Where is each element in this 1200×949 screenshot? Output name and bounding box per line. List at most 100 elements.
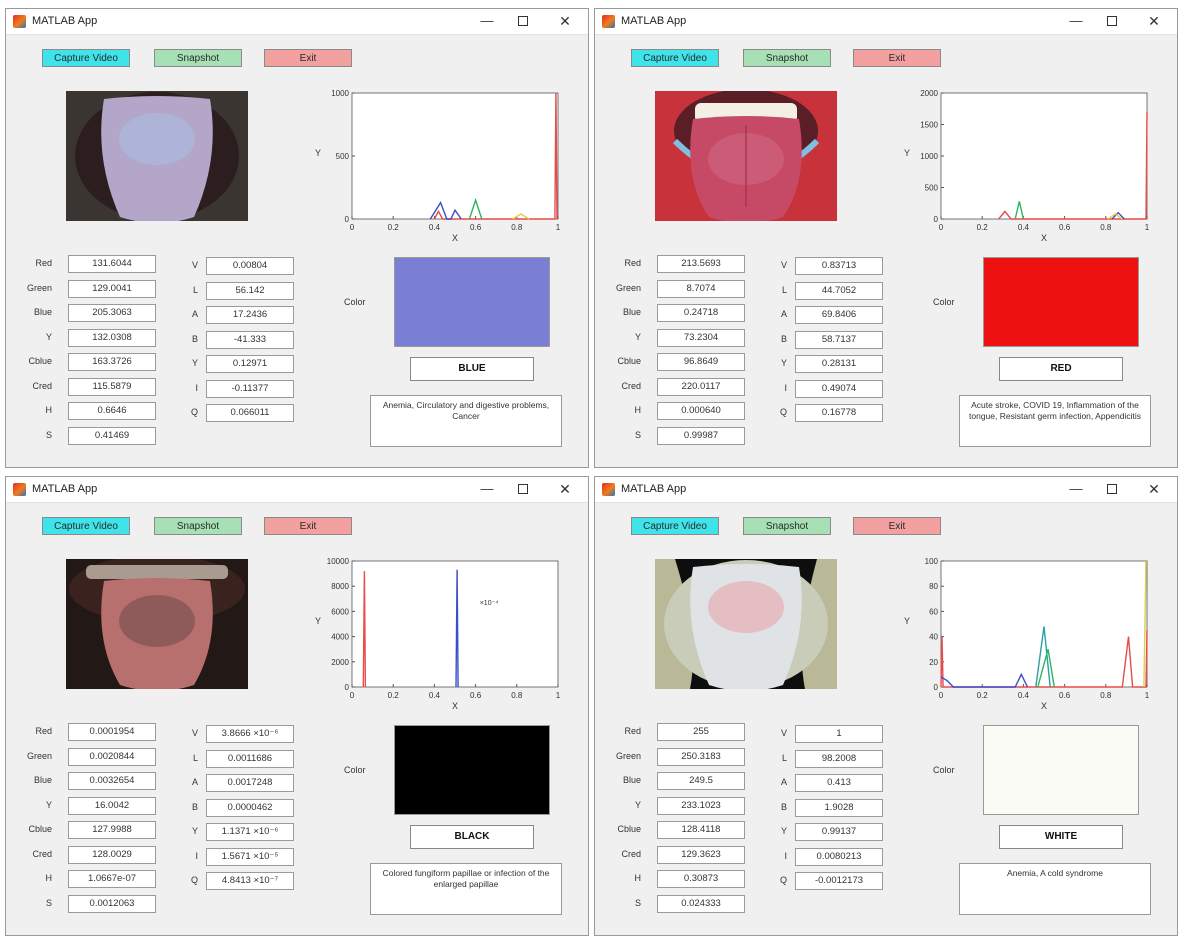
field-green[interactable]: 8.7074 bbox=[657, 279, 745, 298]
color-swatch bbox=[983, 257, 1139, 347]
color-name-field: WHITE bbox=[999, 825, 1123, 849]
field-blue[interactable]: 0.24718 bbox=[657, 304, 745, 322]
x-tick-label: 0.2 bbox=[388, 223, 400, 232]
field-y[interactable]: 233.1023 bbox=[657, 796, 745, 815]
snapshot-button[interactable]: Snapshot bbox=[154, 517, 242, 535]
snapshot-button[interactable]: Snapshot bbox=[154, 49, 242, 67]
field-l[interactable]: 98.2008 bbox=[795, 749, 883, 768]
field-y[interactable]: 1.1371 ×10⁻⁶ bbox=[206, 823, 294, 841]
exit-button[interactable]: Exit bbox=[853, 517, 941, 535]
field-l[interactable]: 56.142 bbox=[206, 281, 294, 300]
maximize-icon[interactable] bbox=[1103, 480, 1121, 498]
field-cred[interactable]: 220.0117 bbox=[657, 377, 745, 396]
field-cblue[interactable]: 128.4118 bbox=[657, 821, 745, 839]
field-label-cred: Cred bbox=[621, 848, 641, 859]
close-icon[interactable]: ✕ bbox=[559, 13, 571, 29]
minimize-icon[interactable]: — bbox=[1069, 13, 1083, 28]
field-cred[interactable]: 128.0029 bbox=[68, 845, 156, 864]
field-v[interactable]: 3.8666 ×10⁻⁶ bbox=[206, 725, 294, 743]
y-tick-label: 500 bbox=[925, 184, 939, 193]
field-i[interactable]: 0.49074 bbox=[795, 379, 883, 398]
x-tick-label: 0.6 bbox=[470, 691, 482, 700]
field-green[interactable]: 0.0020844 bbox=[68, 747, 156, 766]
field-red[interactable]: 131.6044 bbox=[68, 255, 156, 273]
field-cblue[interactable]: 163.3726 bbox=[68, 353, 156, 371]
y-axis-label: Y bbox=[904, 148, 910, 158]
field-v[interactable]: 0.00804 bbox=[206, 257, 294, 275]
close-icon[interactable]: ✕ bbox=[559, 481, 571, 497]
minimize-icon[interactable]: — bbox=[1069, 481, 1083, 496]
exit-button[interactable]: Exit bbox=[264, 49, 352, 67]
field-h[interactable]: 0.30873 bbox=[657, 870, 745, 888]
field-y[interactable]: 0.28131 bbox=[795, 355, 883, 373]
field-y[interactable]: 73.2304 bbox=[657, 328, 745, 347]
field-l[interactable]: 0.0011686 bbox=[206, 749, 294, 768]
field-i[interactable]: 1.5671 ×10⁻⁵ bbox=[206, 847, 294, 866]
maximize-icon[interactable] bbox=[514, 12, 532, 30]
field-blue[interactable]: 249.5 bbox=[657, 772, 745, 790]
field-y[interactable]: 132.0308 bbox=[68, 328, 156, 347]
minimize-icon[interactable]: — bbox=[480, 13, 494, 28]
field-b[interactable]: -41.333 bbox=[206, 330, 294, 349]
field-q[interactable]: -0.0012173 bbox=[795, 872, 883, 890]
field-blue[interactable]: 0.0032654 bbox=[68, 772, 156, 790]
field-cblue[interactable]: 96.8649 bbox=[657, 353, 745, 371]
capture-video-button[interactable]: Capture Video bbox=[631, 49, 719, 67]
field-cblue[interactable]: 127.9988 bbox=[68, 821, 156, 839]
capture-video-button[interactable]: Capture Video bbox=[42, 49, 130, 67]
field-red[interactable]: 213.5693 bbox=[657, 255, 745, 273]
field-q[interactable]: 4.8413 ×10⁻⁷ bbox=[206, 872, 294, 890]
snapshot-button[interactable]: Snapshot bbox=[743, 49, 831, 67]
snapshot-button[interactable]: Snapshot bbox=[743, 517, 831, 535]
field-cred[interactable]: 115.5879 bbox=[68, 377, 156, 396]
field-v[interactable]: 0.83713 bbox=[795, 257, 883, 275]
field-a[interactable]: 0.413 bbox=[795, 774, 883, 792]
capture-video-button[interactable]: Capture Video bbox=[631, 517, 719, 535]
field-s[interactable]: 0.99987 bbox=[657, 426, 745, 445]
field-y[interactable]: 0.12971 bbox=[206, 355, 294, 373]
field-h[interactable]: 0.6646 bbox=[68, 402, 156, 420]
field-label-v: V bbox=[780, 260, 787, 270]
field-s[interactable]: 0.024333 bbox=[657, 894, 745, 913]
close-icon[interactable]: ✕ bbox=[1148, 481, 1160, 497]
field-a[interactable]: 69.8406 bbox=[795, 306, 883, 324]
field-red[interactable]: 255 bbox=[657, 723, 745, 741]
field-b[interactable]: 1.9028 bbox=[795, 798, 883, 817]
field-y[interactable]: 16.0042 bbox=[68, 796, 156, 815]
matlab-app-window-black: MATLAB App — ✕ Capture Video Snapshot Ex… bbox=[5, 476, 589, 936]
field-h[interactable]: 0.000640 bbox=[657, 402, 745, 420]
field-a[interactable]: 0.0017248 bbox=[206, 774, 294, 792]
field-green[interactable]: 129.0041 bbox=[68, 279, 156, 298]
plot-area bbox=[351, 560, 559, 688]
window-title: MATLAB App bbox=[621, 483, 687, 495]
maximize-icon[interactable] bbox=[514, 480, 532, 498]
field-i[interactable]: -0.11377 bbox=[206, 379, 294, 398]
field-y[interactable]: 0.99137 bbox=[795, 823, 883, 841]
field-l[interactable]: 44.7052 bbox=[795, 281, 883, 300]
maximize-icon[interactable] bbox=[1103, 12, 1121, 30]
field-b[interactable]: 0.0000462 bbox=[206, 798, 294, 817]
exit-button[interactable]: Exit bbox=[264, 517, 352, 535]
field-b[interactable]: 58.7137 bbox=[795, 330, 883, 349]
minimize-icon[interactable]: — bbox=[480, 481, 494, 496]
field-green[interactable]: 250.3183 bbox=[657, 747, 745, 766]
field-s[interactable]: 0.0012063 bbox=[68, 894, 156, 913]
field-h[interactable]: 1.0667e-07 bbox=[68, 870, 156, 888]
exit-button[interactable]: Exit bbox=[853, 49, 941, 67]
field-red[interactable]: 0.0001954 bbox=[68, 723, 156, 741]
field-q[interactable]: 0.16778 bbox=[795, 404, 883, 422]
field-label-i: I bbox=[784, 382, 787, 393]
field-label-h: H bbox=[634, 873, 642, 883]
field-i[interactable]: 0.0080213 bbox=[795, 847, 883, 866]
field-a[interactable]: 17.2436 bbox=[206, 306, 294, 324]
field-v[interactable]: 1 bbox=[795, 725, 883, 743]
field-cred[interactable]: 129.3623 bbox=[657, 845, 745, 864]
field-s[interactable]: 0.41469 bbox=[68, 426, 156, 445]
capture-video-button[interactable]: Capture Video bbox=[42, 517, 130, 535]
field-label-cblue: Cblue bbox=[28, 824, 52, 834]
field-q[interactable]: 0.066011 bbox=[206, 404, 294, 422]
field-blue[interactable]: 205.3063 bbox=[68, 304, 156, 322]
close-icon[interactable]: ✕ bbox=[1148, 13, 1160, 29]
histogram-series-line bbox=[998, 111, 1148, 220]
matlab-app-window-white: MATLAB App — ✕ Capture Video Snapshot Ex… bbox=[594, 476, 1178, 936]
